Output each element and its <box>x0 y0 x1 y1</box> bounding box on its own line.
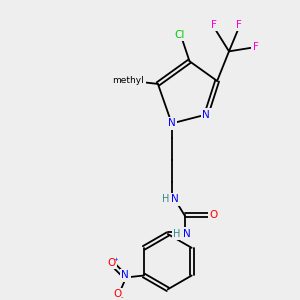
Text: F: F <box>236 20 242 30</box>
Text: F: F <box>253 42 259 52</box>
Text: Cl: Cl <box>174 30 185 40</box>
Text: methyl: methyl <box>112 76 144 85</box>
Text: +: + <box>114 257 118 262</box>
Text: F: F <box>211 20 217 30</box>
Text: N: N <box>171 194 178 205</box>
Text: O: O <box>107 258 116 268</box>
Text: N: N <box>121 271 129 281</box>
Text: H: H <box>162 194 169 205</box>
Text: H: H <box>173 229 180 239</box>
Text: N: N <box>183 229 190 239</box>
Text: N: N <box>202 110 210 119</box>
Text: O: O <box>209 210 217 220</box>
Text: -: - <box>121 294 123 300</box>
Text: O: O <box>113 289 121 299</box>
Text: N: N <box>168 118 176 128</box>
